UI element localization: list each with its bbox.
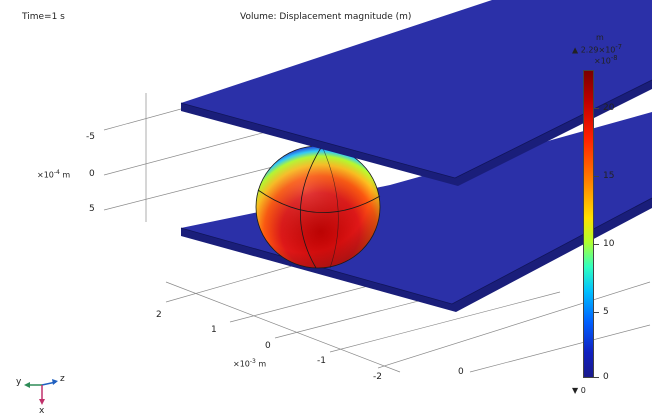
colorbar-tickmark — [594, 377, 599, 378]
depth-axis-unit: ×10-3 m — [233, 358, 267, 369]
vertical-tick-label: 5 — [89, 204, 95, 214]
colorbar-tickmark — [594, 176, 599, 177]
colorbar-tickmark — [594, 244, 599, 245]
depth-tick-label: 0 — [265, 341, 271, 351]
vertical-tick-label: -5 — [86, 132, 95, 142]
colorbar-tick-label: 10 — [603, 239, 615, 249]
depth-tick-label: 1 — [211, 325, 217, 335]
depth-tick-label: -1 — [317, 356, 326, 366]
colorbar-tickmark — [594, 312, 599, 313]
colorbar-tick-label: 20 — [603, 103, 615, 113]
triad-x-label: x — [39, 406, 45, 416]
colorbar-max: ▲ 2.29×10-7 — [572, 43, 623, 55]
vertical-tick-label: 0 — [89, 169, 95, 179]
axis-triad — [24, 379, 58, 405]
colorbar-tick-label: 0 — [603, 372, 609, 382]
grid-lines — [103, 59, 651, 373]
colorbar-tickmark — [594, 108, 599, 109]
vertical-axis-unit: ×10-4 m — [37, 169, 71, 180]
triad-z-label: z — [60, 374, 65, 384]
colorbar-unit: m — [596, 33, 604, 42]
width-tick-label: 0 — [458, 367, 464, 377]
min-triangle-icon: ▼ — [572, 386, 579, 395]
colorbar-tick-label: 5 — [603, 307, 609, 317]
plot-title: Volume: Displacement magnitude (m) — [240, 12, 412, 22]
colorbar-scale: ×10-8 — [594, 54, 618, 66]
depth-tick-label: -2 — [373, 372, 382, 382]
time-label: Time=1 s — [22, 12, 65, 22]
max-triangle-icon: ▲ — [572, 45, 579, 55]
colorbar-min: ▼ 0 — [572, 386, 586, 395]
colorbar-tick-label: 15 — [603, 171, 615, 181]
triad-y-label: y — [16, 377, 22, 387]
sphere — [255, 145, 381, 269]
depth-tick-label: 2 — [156, 310, 162, 320]
colorbar — [583, 70, 594, 378]
